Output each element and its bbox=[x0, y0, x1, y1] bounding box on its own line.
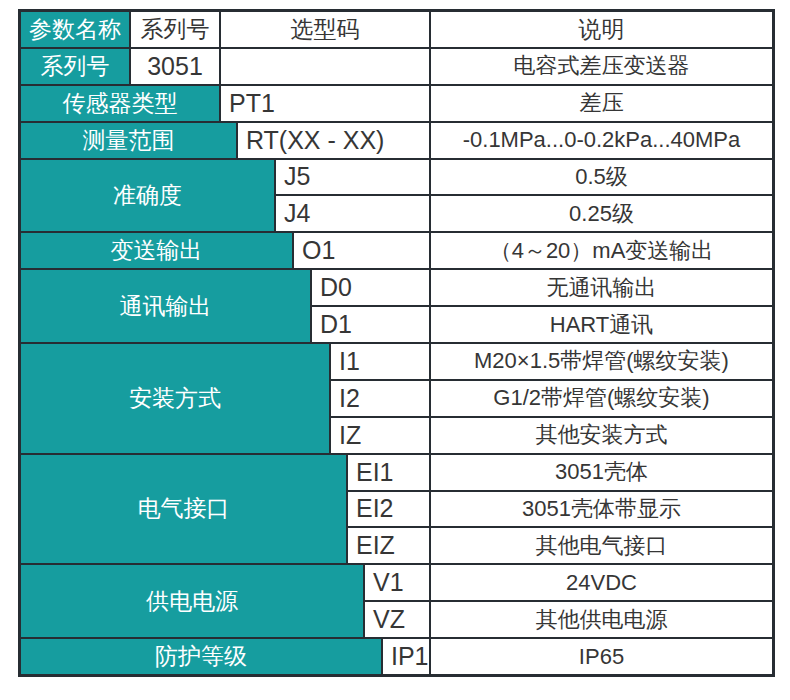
group-label: 系列号 bbox=[21, 49, 129, 84]
header-description: 说明 bbox=[431, 12, 772, 47]
page: 参数名称 系列号 选型码 说明 系列号 3051 电容式差压变送器 传感器类型 … bbox=[0, 0, 790, 700]
empty-cell bbox=[221, 49, 429, 84]
group-label: 防护等级 bbox=[21, 639, 381, 674]
desc-cell: 0.5级 bbox=[431, 160, 772, 195]
code-cell: I2 bbox=[331, 381, 429, 416]
desc-cell: （4～20）mA变送输出 bbox=[431, 233, 772, 268]
desc-cell: 其他电气接口 bbox=[431, 528, 772, 563]
desc-cell: M20×1.5带焊管(螺纹安装) bbox=[431, 344, 772, 379]
header-selection-code: 选型码 bbox=[221, 12, 429, 47]
desc-cell: 24VDC bbox=[431, 565, 772, 600]
group-label: 供电电源 bbox=[21, 565, 363, 637]
code-cell: IZ bbox=[331, 418, 429, 453]
group-label: 电气接口 bbox=[21, 455, 346, 564]
desc-cell: 无通讯输出 bbox=[431, 270, 772, 305]
code-cell: J4 bbox=[276, 196, 429, 231]
desc-cell: 差压 bbox=[431, 86, 772, 121]
desc-cell: HART通讯 bbox=[431, 307, 772, 342]
group-label: 安装方式 bbox=[21, 344, 329, 453]
desc-cell: -0.1MPa...0-0.2kPa...40MPa bbox=[431, 123, 772, 158]
desc-cell: 3051壳体带显示 bbox=[431, 492, 772, 527]
code-cell: VZ bbox=[365, 602, 429, 637]
desc-cell: 电容式差压变送器 bbox=[431, 49, 772, 84]
desc-cell: 其他供电电源 bbox=[431, 602, 772, 637]
group-label: 通讯输出 bbox=[21, 270, 310, 342]
code-cell: D0 bbox=[312, 270, 429, 305]
code-cell: RT(XX - XX) bbox=[238, 123, 429, 158]
header-param-name: 参数名称 bbox=[21, 12, 129, 47]
selection-code-table: 参数名称 系列号 选型码 说明 系列号 3051 电容式差压变送器 传感器类型 … bbox=[18, 9, 775, 677]
header-series-no: 系列号 bbox=[131, 12, 219, 47]
desc-cell: 其他安装方式 bbox=[431, 418, 772, 453]
code-cell: PT1 bbox=[221, 86, 429, 121]
code-cell: O1 bbox=[294, 233, 429, 268]
code-cell: J5 bbox=[276, 160, 429, 195]
desc-cell: IP65 bbox=[431, 639, 772, 674]
desc-cell: 3051壳体 bbox=[431, 455, 772, 490]
desc-cell: 0.25级 bbox=[431, 196, 772, 231]
code-cell: V1 bbox=[365, 565, 429, 600]
code-cell: EI2 bbox=[348, 492, 429, 527]
group-label: 测量范围 bbox=[21, 123, 236, 158]
code-cell: I1 bbox=[331, 344, 429, 379]
group-label: 传感器类型 bbox=[21, 86, 219, 121]
group-label: 准确度 bbox=[21, 160, 274, 232]
desc-cell: G1/2带焊管(螺纹安装) bbox=[431, 381, 772, 416]
code-cell: EIZ bbox=[348, 528, 429, 563]
group-label: 变送输出 bbox=[21, 233, 292, 268]
code-cell: EI1 bbox=[348, 455, 429, 490]
code-cell: IP1 bbox=[383, 639, 429, 674]
code-cell: 3051 bbox=[131, 49, 219, 84]
code-cell: D1 bbox=[312, 307, 429, 342]
